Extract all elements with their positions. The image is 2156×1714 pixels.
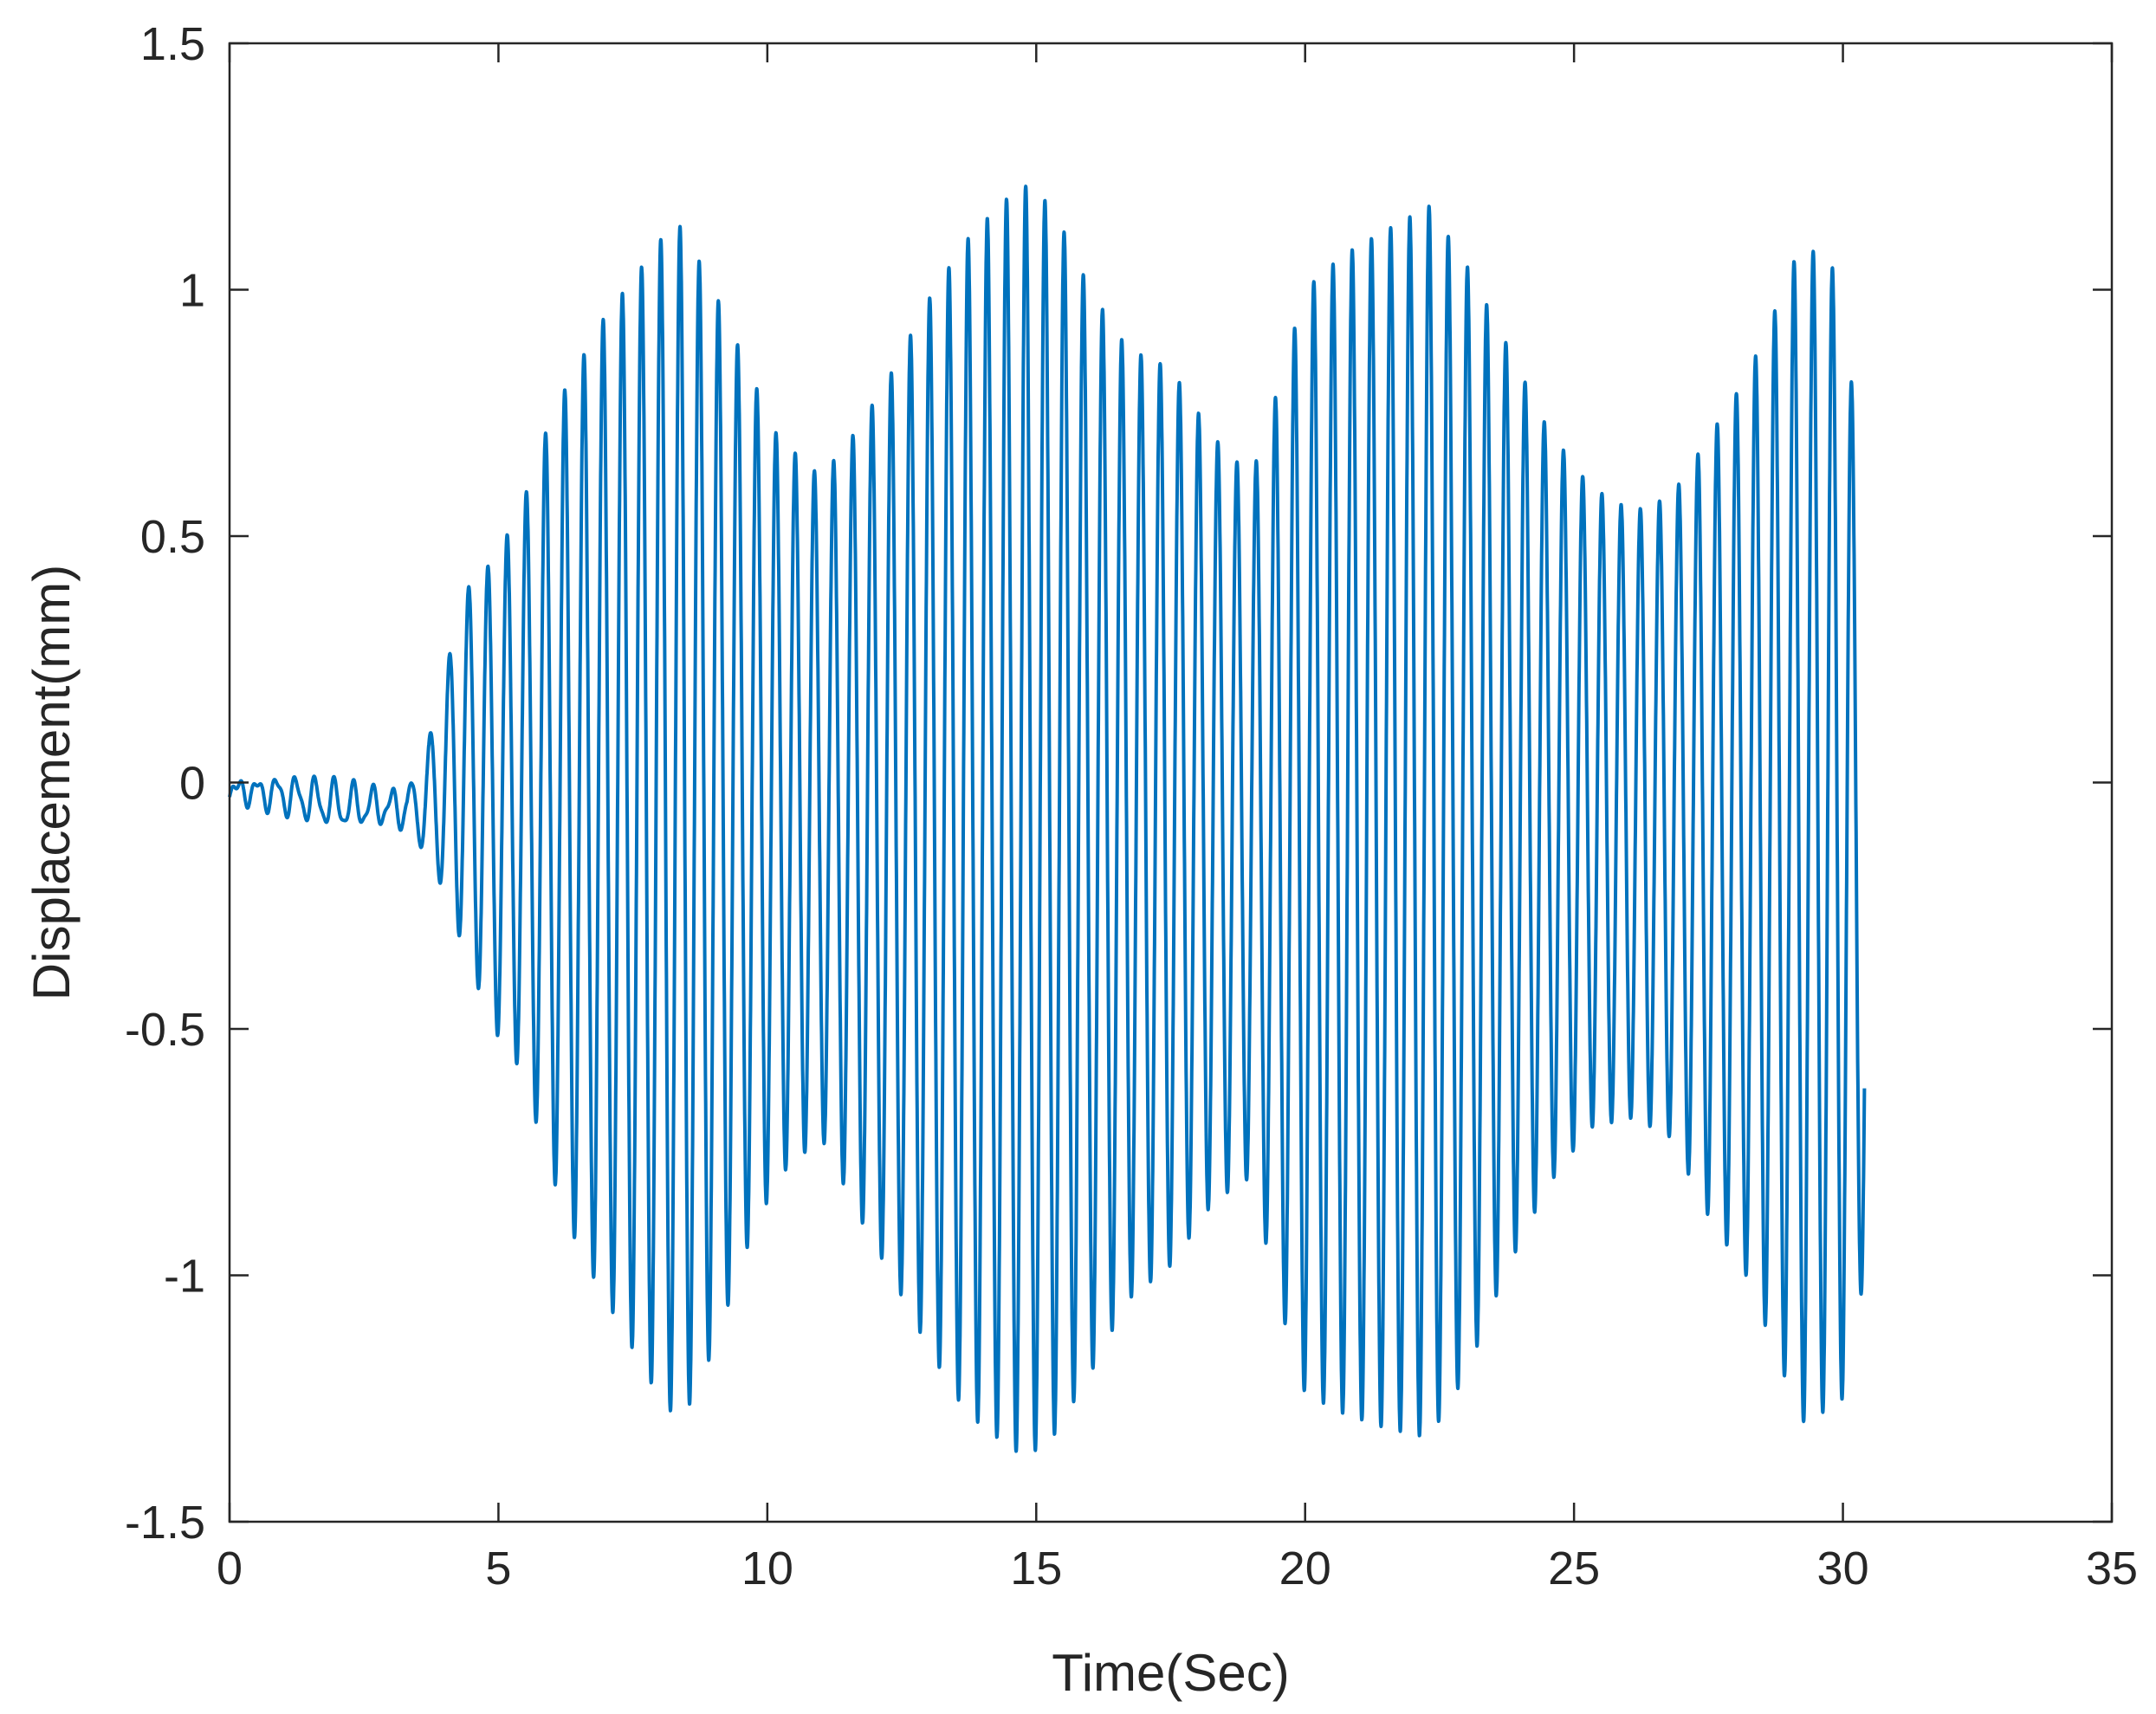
x-tick-label: 25 [1548, 1543, 1600, 1594]
x-tick-label: 15 [1010, 1543, 1062, 1594]
y-tick-label: 0.5 [140, 511, 205, 563]
y-axis-label: Displacement(mm) [23, 565, 81, 1000]
x-tick-label: 5 [485, 1543, 511, 1594]
y-tick-label: 1 [179, 265, 205, 317]
x-axis-label: Time(Sec) [1052, 1644, 1289, 1702]
x-axis-ticks: 0 5 10 15 20 25 30 35 [217, 43, 2138, 1594]
y-tick-label: 0 [179, 758, 205, 810]
y-tick-label: -1 [164, 1251, 205, 1303]
y-axis-ticks: -1.5 -1 -0.5 0 0.5 1 1.5 [125, 18, 2112, 1549]
y-tick-label: 1.5 [140, 18, 205, 70]
y-tick-label: -0.5 [125, 1004, 205, 1056]
y-tick-label: -1.5 [125, 1497, 205, 1549]
x-tick-label: 20 [1279, 1543, 1331, 1594]
x-tick-label: 35 [2086, 1543, 2138, 1594]
series-line-displacement [228, 184, 1867, 1453]
x-tick-label: 10 [741, 1543, 793, 1594]
x-tick-label: 30 [1817, 1543, 1869, 1594]
x-tick-label: 0 [217, 1543, 243, 1594]
